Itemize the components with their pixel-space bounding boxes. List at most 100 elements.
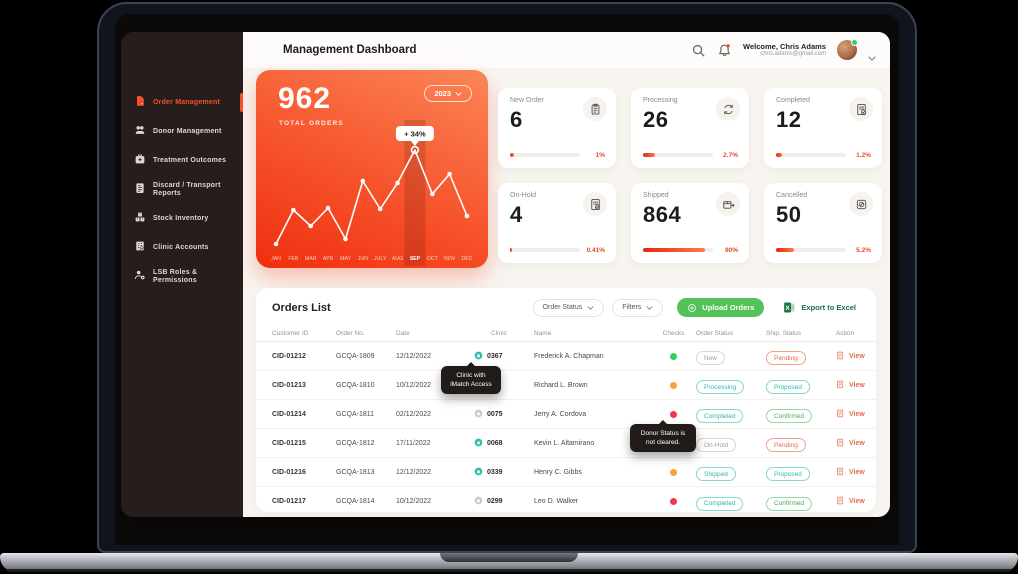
view-button[interactable]: View — [836, 438, 876, 449]
check-status-dot[interactable] — [670, 468, 677, 476]
view-button[interactable]: View — [836, 409, 876, 420]
order-no-cell: GCQA-1811 — [336, 410, 374, 418]
chart-point-highlight[interactable] — [410, 145, 420, 155]
export-to-excel-label: Export to Excel — [801, 303, 856, 312]
order-status-cell: Shipped — [696, 463, 766, 482]
chevron-down-icon[interactable] — [868, 48, 876, 61]
stat-percent: 0.41% — [586, 247, 605, 254]
sidebar-item-treatment-outcomes[interactable]: Treatment Outcomes — [121, 146, 243, 175]
check-status-dot[interactable] — [670, 410, 677, 418]
ship-status-badge: Proposed — [766, 380, 810, 395]
upload-orders-label: Upload Orders — [702, 303, 755, 312]
stat-card-processing: Processing 26 2.7% — [631, 88, 749, 168]
year-dropdown[interactable]: 2023 — [424, 85, 472, 102]
view-doc-icon — [836, 467, 845, 478]
customer-id-cell: CID-01217 — [272, 498, 306, 505]
chart-point[interactable] — [291, 207, 296, 213]
chart-month-label: NOV — [444, 256, 456, 262]
orders-toolbar: Orders List Order Status Filters — [256, 288, 876, 325]
stat-progress-bar — [643, 248, 713, 252]
svg-text:X: X — [786, 305, 791, 312]
view-button[interactable]: View — [836, 351, 876, 362]
stat-percent: 1.2% — [856, 152, 871, 159]
stat-value: 4 — [510, 202, 523, 227]
stat-value: 12 — [776, 107, 802, 132]
view-button[interactable]: View — [836, 380, 876, 391]
chart-point[interactable] — [395, 180, 400, 186]
table-row: CID-01213 GCQA-1810 10/12/2022 Richard L. B… — [256, 371, 876, 400]
column-header: Checks — [662, 329, 685, 337]
new-order-clipboard-icon — [583, 97, 607, 121]
notification-bell-icon[interactable] — [717, 43, 732, 58]
stat-progress-bar — [776, 153, 846, 157]
chart-point[interactable] — [377, 206, 383, 212]
chart-point[interactable] — [325, 205, 331, 211]
search-icon[interactable] — [691, 43, 706, 58]
stat-card-new-order: New Order 6 1% — [498, 88, 616, 168]
stat-card-cancelled: Cancelled 50 5.2% — [764, 183, 882, 263]
column-header: Date — [396, 329, 410, 337]
checks-cell — [651, 410, 696, 418]
name-cell: Leo D. Walker — [534, 498, 579, 505]
checks-cell — [651, 352, 696, 360]
topbar: Management Dashboard Welcome, Chris Adam… — [243, 32, 890, 68]
chart-point[interactable] — [447, 171, 452, 177]
total-orders-card: + 34% JAN FEB MAR APR MAY JUN JULY AUG SEP OCT NOV D… — [256, 70, 488, 268]
clinic-building-icon — [134, 239, 146, 257]
upload-orders-button[interactable]: Upload Orders — [677, 298, 765, 317]
order-status-cell: New — [696, 347, 766, 366]
stat-value: 26 — [643, 107, 669, 132]
order-status-dropdown[interactable]: Order Status — [532, 298, 605, 317]
sidebar-item-discard-transport-reports[interactable]: Discard / Transport Reports — [121, 175, 243, 204]
export-to-excel-button[interactable]: X Export to Excel — [777, 300, 862, 315]
clinic-building-dot-icon — [474, 467, 483, 478]
sidebar-item-label: Order Management — [153, 98, 220, 106]
check-status-dot[interactable] — [670, 381, 677, 389]
chart-point[interactable] — [464, 213, 470, 219]
avatar[interactable] — [837, 39, 858, 60]
chart-line — [275, 149, 468, 245]
filters-dropdown[interactable]: Filters — [612, 298, 664, 317]
table-header-row: Customer ID Order No. Date Clinic Name Checks… — [256, 325, 876, 342]
clinic-cell: 0068 — [464, 438, 534, 449]
check-status-dot[interactable] — [670, 498, 677, 505]
chart-month-label: SEP — [410, 256, 421, 262]
column-header: Name — [534, 329, 552, 337]
tooltip-donor-status: Donor Status is not cleared. — [630, 419, 696, 453]
sidebar-item-clinic-accounts[interactable]: Clinic Accounts — [121, 233, 243, 262]
date-cell: 12/12/2022 — [396, 352, 432, 360]
column-header: Order No. — [336, 329, 365, 337]
sidebar-item-label: Donor Management — [153, 127, 222, 135]
ship-status-cell: Pending — [766, 434, 836, 453]
order-no-cell: GCQA-1809 — [336, 352, 375, 360]
view-button[interactable]: View — [836, 467, 876, 478]
order-no-cell: GCQA-1812 — [336, 439, 375, 447]
clinic-building-dot-icon — [474, 351, 483, 362]
chart-annotation: + 34% — [395, 126, 434, 146]
chart-point[interactable] — [308, 223, 313, 229]
view-doc-icon — [836, 380, 845, 391]
chart-point[interactable] — [273, 241, 279, 247]
order-status-cell: On-Hold — [696, 434, 766, 453]
chart-point[interactable] — [430, 191, 435, 197]
laptop-trackpad-notch — [440, 553, 578, 562]
sidebar-item-donor-management[interactable]: Donor Management — [121, 117, 243, 146]
name-cell: Kevin L. Altamirano — [534, 439, 595, 447]
clinic-building-dot-icon — [474, 496, 483, 507]
stat-label: Processing — [643, 97, 678, 104]
clinic-cell: 0075 — [464, 409, 534, 420]
view-doc-icon — [836, 496, 845, 507]
stat-percent: 2.7% — [723, 152, 738, 159]
customer-id-cell: CID-01213 — [272, 381, 306, 389]
chart-point[interactable] — [360, 178, 366, 184]
stat-percent: 1% — [595, 152, 605, 159]
sidebar-item-lsb-roles-permissions[interactable]: LSB Roles & Permissions — [121, 262, 243, 291]
chart-month-label: APR — [323, 256, 334, 262]
chart-point[interactable] — [343, 236, 348, 242]
sidebar-item-stock-inventory[interactable]: Stock Inventory — [121, 204, 243, 233]
check-status-dot[interactable] — [670, 352, 677, 360]
order-status-badge: Completed — [696, 496, 744, 511]
view-button[interactable]: View — [836, 496, 876, 507]
order-status-badge: On-Hold — [696, 438, 737, 453]
sidebar-item-order-management[interactable]: Order Management — [121, 88, 243, 117]
